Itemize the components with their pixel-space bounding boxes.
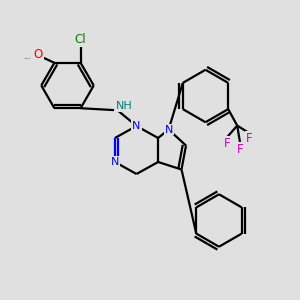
Text: N: N	[111, 157, 119, 167]
Text: N: N	[164, 124, 173, 135]
Text: Cl: Cl	[75, 33, 86, 46]
Text: F: F	[224, 136, 230, 149]
Text: F: F	[237, 142, 244, 155]
Text: methoxy: methoxy	[24, 57, 31, 59]
Text: NH: NH	[116, 101, 132, 111]
Text: F: F	[246, 132, 253, 145]
Text: N: N	[132, 121, 141, 131]
Text: O: O	[34, 48, 43, 61]
